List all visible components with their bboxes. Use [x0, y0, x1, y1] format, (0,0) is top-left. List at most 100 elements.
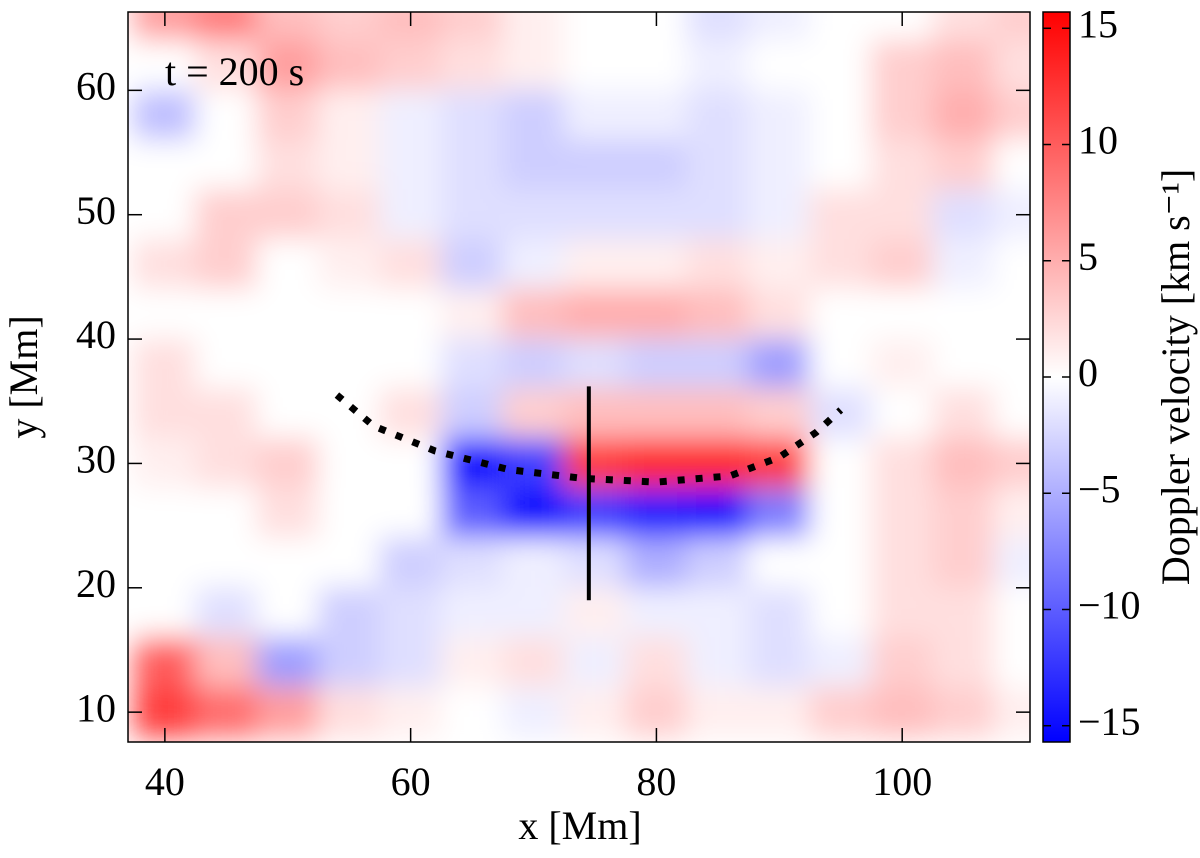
- cell: [932, 12, 995, 42]
- colorbar-tick-label: 10: [1078, 118, 1118, 163]
- cell: [195, 537, 258, 589]
- cell: [625, 239, 688, 290]
- colorbar-tick-label: −10: [1078, 583, 1141, 628]
- cell: [256, 686, 319, 738]
- cell: [809, 239, 872, 290]
- cell: [195, 388, 258, 440]
- cell: [256, 438, 319, 489]
- cell: [379, 40, 442, 91]
- cell: [502, 12, 565, 42]
- cell: [870, 388, 934, 440]
- cell: [993, 537, 1030, 589]
- cell: [502, 587, 565, 639]
- cell: [686, 40, 750, 91]
- cell: [440, 12, 504, 42]
- cell: [195, 239, 258, 290]
- cell: [502, 686, 565, 738]
- cell: [440, 288, 504, 340]
- cell: [133, 388, 197, 440]
- cell: [440, 89, 504, 141]
- cell: [379, 338, 442, 390]
- cell: [195, 587, 258, 639]
- cell: [809, 438, 872, 489]
- cell: [748, 587, 811, 639]
- cell: [440, 338, 504, 390]
- cell: [993, 139, 1030, 191]
- cell: [133, 89, 197, 141]
- cell: [686, 388, 750, 440]
- cell: [317, 288, 381, 340]
- cell: [317, 388, 381, 440]
- plot-frame: [127, 11, 1031, 743]
- cell: [256, 338, 319, 390]
- cell: [502, 139, 565, 191]
- cell: [133, 40, 197, 91]
- y-tick-label: 40: [76, 312, 116, 357]
- cell: [256, 288, 319, 340]
- cell: [502, 388, 565, 440]
- y-axis-title: y [Mm]: [1, 315, 46, 438]
- cell: [993, 637, 1030, 688]
- cell: [563, 637, 627, 688]
- cell: [686, 89, 750, 141]
- colorbar-title: Doppler velocity [km s⁻¹]: [1153, 169, 1198, 585]
- cell: [932, 438, 995, 489]
- cell: [563, 487, 627, 539]
- cell: [748, 338, 811, 390]
- cell: [502, 637, 565, 688]
- cell: [686, 189, 750, 241]
- cell: [748, 89, 811, 141]
- cell: [317, 438, 381, 489]
- cell: [993, 12, 1030, 42]
- cell: [563, 40, 627, 91]
- cell: [870, 239, 934, 290]
- cell: [870, 487, 934, 539]
- cell: [870, 587, 934, 639]
- cell: [195, 637, 258, 688]
- cell: [440, 637, 504, 688]
- cell: [932, 89, 995, 141]
- cell: [317, 686, 381, 738]
- cell: [133, 637, 197, 688]
- cell: [440, 487, 504, 539]
- cell: [195, 12, 258, 42]
- cell: [932, 686, 995, 738]
- cell: [563, 189, 627, 241]
- cell: [748, 40, 811, 91]
- cell: [686, 637, 750, 688]
- cell: [809, 338, 872, 390]
- cell: [870, 637, 934, 688]
- cell: [993, 89, 1030, 141]
- cell: [563, 438, 627, 489]
- cell: [317, 637, 381, 688]
- cell: [502, 239, 565, 290]
- cell: [440, 438, 504, 489]
- cell: [625, 637, 688, 688]
- cell: [502, 40, 565, 91]
- colorbar-tick-label: −15: [1078, 699, 1141, 744]
- cell: [625, 487, 688, 539]
- cell: [748, 637, 811, 688]
- cell: [440, 587, 504, 639]
- cell: [317, 587, 381, 639]
- cell: [993, 388, 1030, 440]
- cell: [317, 537, 381, 589]
- cell: [993, 239, 1030, 290]
- cell: [625, 537, 688, 589]
- cell: [625, 388, 688, 440]
- cell: [256, 139, 319, 191]
- cell: [256, 587, 319, 639]
- cell: [379, 239, 442, 290]
- cell: [256, 40, 319, 91]
- cell: [686, 487, 750, 539]
- cell: [932, 537, 995, 589]
- cell: [195, 288, 258, 340]
- cell: [317, 139, 381, 191]
- cell: [195, 189, 258, 241]
- cell: [195, 40, 258, 91]
- cell: [440, 189, 504, 241]
- overlays: [334, 386, 844, 601]
- cell: [809, 40, 872, 91]
- cell: [317, 40, 381, 91]
